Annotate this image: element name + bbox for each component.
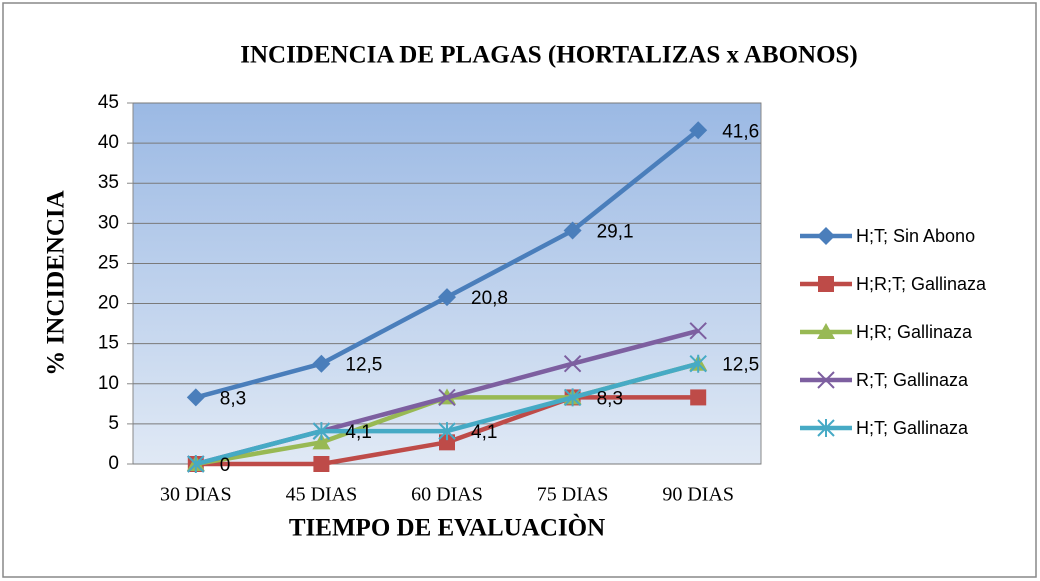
data-point <box>312 422 331 441</box>
x-tick-label: 45 DIAS <box>286 484 358 506</box>
legend-label: H;R; Gallinaza <box>856 322 973 342</box>
data-point <box>563 355 582 373</box>
y-tick-label: 45 <box>98 92 119 113</box>
data-point <box>438 422 456 441</box>
data-label: 8,3 <box>597 388 623 409</box>
legend-marker <box>817 419 835 437</box>
legend-marker <box>817 323 835 339</box>
legend-marker <box>817 227 835 245</box>
data-point <box>439 434 455 451</box>
data-point <box>689 354 707 373</box>
data-label: 12,5 <box>345 355 382 376</box>
data-label: 12,5 <box>722 355 759 376</box>
legend-marker <box>818 276 834 292</box>
y-tick-label: 15 <box>98 333 119 354</box>
x-tick-label: 75 DIAS <box>537 484 609 506</box>
data-point <box>689 322 707 340</box>
y-axis-title: % INCIDENCIA <box>43 190 70 375</box>
data-label: 0 <box>220 455 231 476</box>
data-label: 4,1 <box>471 422 497 443</box>
legend-label: H;T; Sin Abono <box>856 226 975 246</box>
y-tick-label: 25 <box>98 252 119 273</box>
y-tick-label: 35 <box>98 172 119 193</box>
data-point <box>312 433 331 450</box>
data-point <box>312 354 331 373</box>
data-point <box>689 121 708 140</box>
y-tick-label: 10 <box>98 373 119 394</box>
y-tick-label: 5 <box>108 413 119 434</box>
data-label: 41,6 <box>722 121 759 142</box>
legend-label: H;R;T; Gallinaza <box>856 274 987 294</box>
data-point <box>438 288 456 307</box>
legend-label: R;T; Gallinaza <box>856 370 969 390</box>
legend-label: H;T; Gallinaza <box>856 418 969 438</box>
y-tick-label: 30 <box>98 212 119 233</box>
data-label: 20,8 <box>471 288 508 309</box>
data-point <box>186 388 205 407</box>
data-label: 8,3 <box>220 388 246 409</box>
x-axis-title: TIEMPO DE EVALUACIÒN <box>289 514 605 542</box>
x-tick-label: 30 DIAS <box>160 484 232 506</box>
data-point <box>563 388 582 407</box>
data-label: 4,1 <box>345 422 371 443</box>
data-point <box>187 455 205 473</box>
data-point <box>438 388 456 407</box>
data-point <box>563 221 582 240</box>
legend-marker <box>817 371 835 389</box>
data-point <box>690 389 707 406</box>
y-tick-label: 20 <box>98 293 119 314</box>
chart-title: INCIDENCIA DE PLAGAS (HORTALIZAS x ABONO… <box>240 42 858 69</box>
y-tick-label: 40 <box>98 132 119 153</box>
x-tick-label: 90 DIAS <box>662 484 734 506</box>
x-tick-label: 60 DIAS <box>411 484 483 506</box>
data-point <box>313 456 330 472</box>
data-label: 29,1 <box>597 222 634 243</box>
y-tick-label: 0 <box>108 453 119 474</box>
